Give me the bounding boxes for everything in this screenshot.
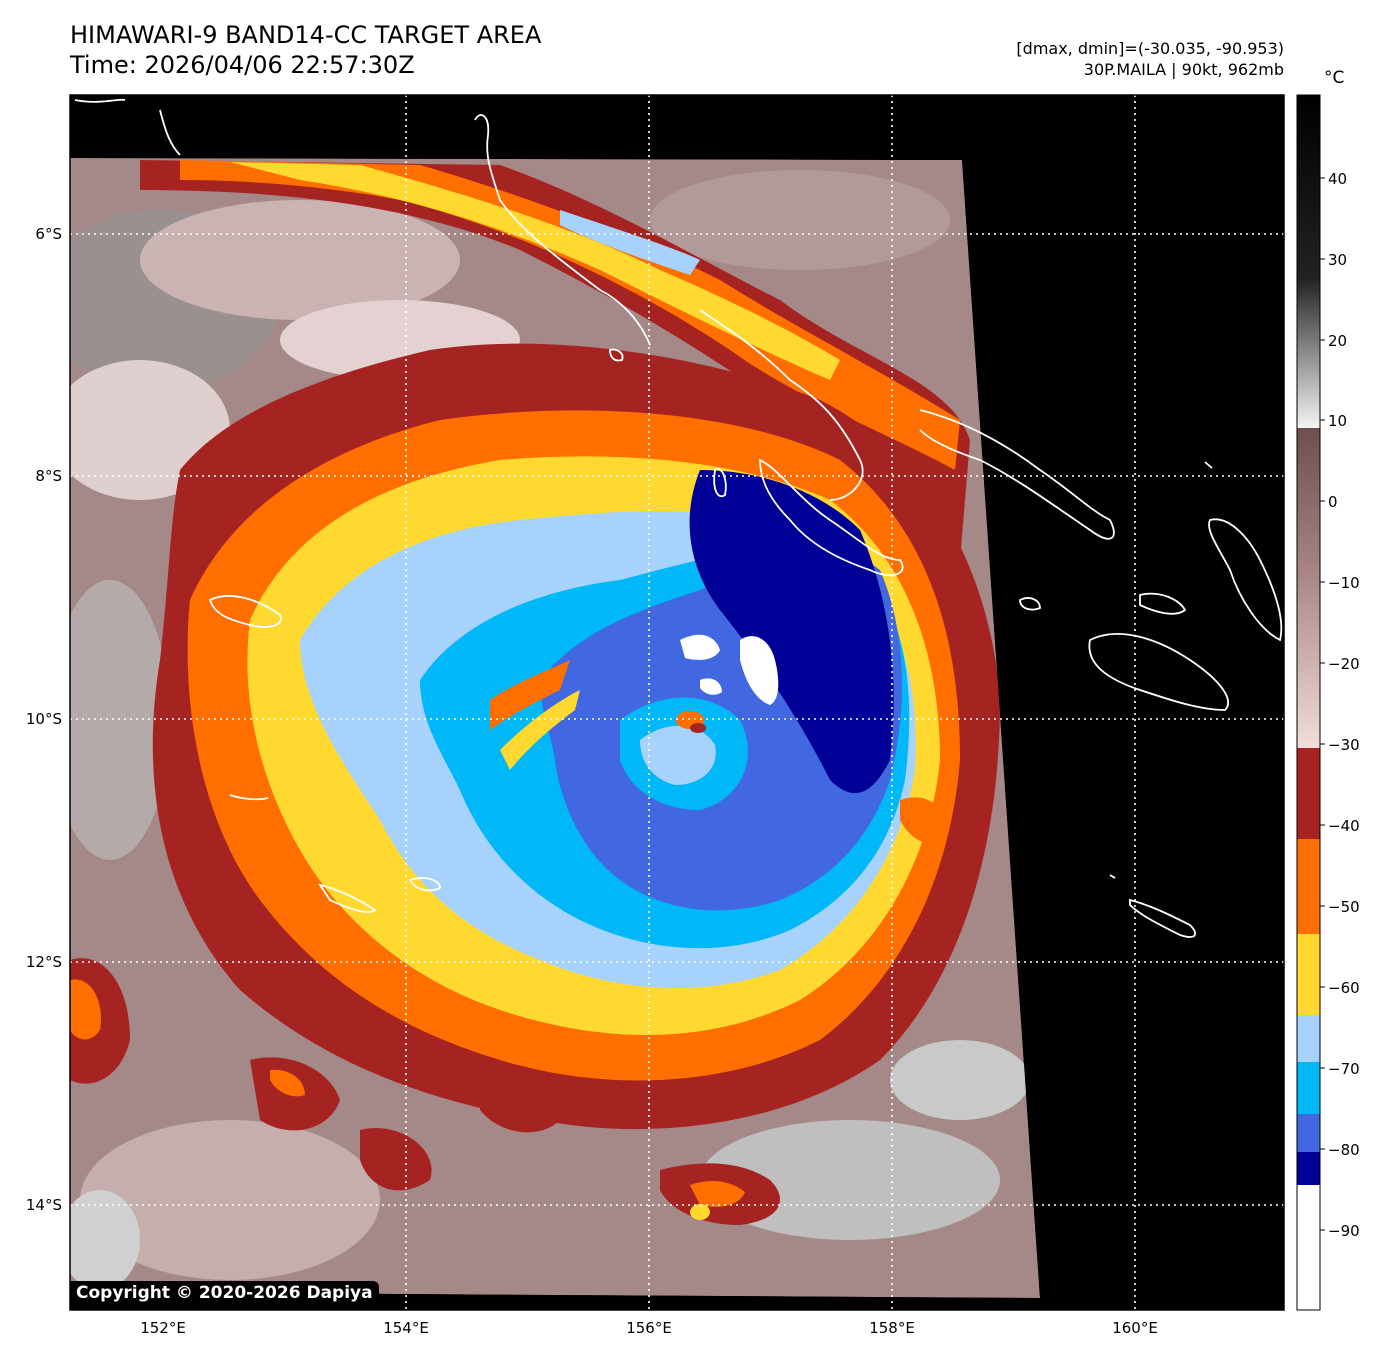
colorbar-tick-neg50: −50 <box>1328 898 1360 916</box>
colorbar: 40 30 20 10 0 −10 −20 −30 −40 −50 −60 −7… <box>1296 94 1360 1311</box>
colorbar-tick-20: 20 <box>1328 332 1347 350</box>
longitude-labels: 152°E 154°E 156°E 158°E 160°E <box>140 1319 1158 1337</box>
cloud-field <box>70 158 1040 1298</box>
colorbar-tick-0: 0 <box>1328 493 1338 511</box>
colorbar-tick-neg60: −60 <box>1328 979 1360 997</box>
colorbar-tick-neg80: −80 <box>1328 1141 1360 1159</box>
lon-label-160: 160°E <box>1112 1319 1158 1337</box>
colorbar-tick-30: 30 <box>1328 251 1347 269</box>
copyright-label: Copyright © 2020-2026 Dapiya <box>70 1281 379 1306</box>
colorbar-tick-10: 10 <box>1328 412 1347 430</box>
coastlines <box>74 98 1283 938</box>
lon-label-154: 154°E <box>383 1319 429 1337</box>
lat-label-8s: 8°S <box>35 467 62 485</box>
colorbar-unit: °C <box>1324 68 1345 88</box>
colorbar-tick-neg30: −30 <box>1328 736 1360 754</box>
range-text: [dmax, dmin]=(-30.035, -90.953) <box>1016 39 1284 58</box>
colorbar-tick-neg90: −90 <box>1328 1222 1360 1240</box>
lon-label-158: 158°E <box>869 1319 915 1337</box>
title-line-1: HIMAWARI-9 BAND14-CC TARGET AREA <box>70 21 542 49</box>
storm-info: [dmax, dmin]=(-30.035, -90.953) 30P.MAIL… <box>1016 38 1284 80</box>
lat-label-12s: 12°S <box>26 953 62 971</box>
map-border <box>69 94 1285 1311</box>
graticule <box>70 95 1284 1310</box>
colorbar-tick-neg10: −10 <box>1328 574 1360 592</box>
colorbar-tick-neg40: −40 <box>1328 817 1360 835</box>
lon-label-152: 152°E <box>140 1319 186 1337</box>
title-line-2: Time: 2026/04/06 22:57:30Z <box>70 51 415 79</box>
colorbar-tick-neg20: −20 <box>1328 655 1360 673</box>
colorbar-tick-40: 40 <box>1328 170 1347 188</box>
latitude-labels: 6°S 8°S 10°S 12°S 14°S <box>26 225 62 1214</box>
storm-text: 30P.MAILA | 90kt, 962mb <box>1083 60 1284 79</box>
colorbar-tick-neg70: −70 <box>1328 1060 1360 1078</box>
lon-label-156: 156°E <box>626 1319 672 1337</box>
lat-label-6s: 6°S <box>35 225 62 243</box>
lat-label-14s: 14°S <box>26 1196 62 1214</box>
map-title: HIMAWARI-9 BAND14-CC TARGET AREA Time: 2… <box>70 20 541 80</box>
lat-label-10s: 10°S <box>26 710 62 728</box>
